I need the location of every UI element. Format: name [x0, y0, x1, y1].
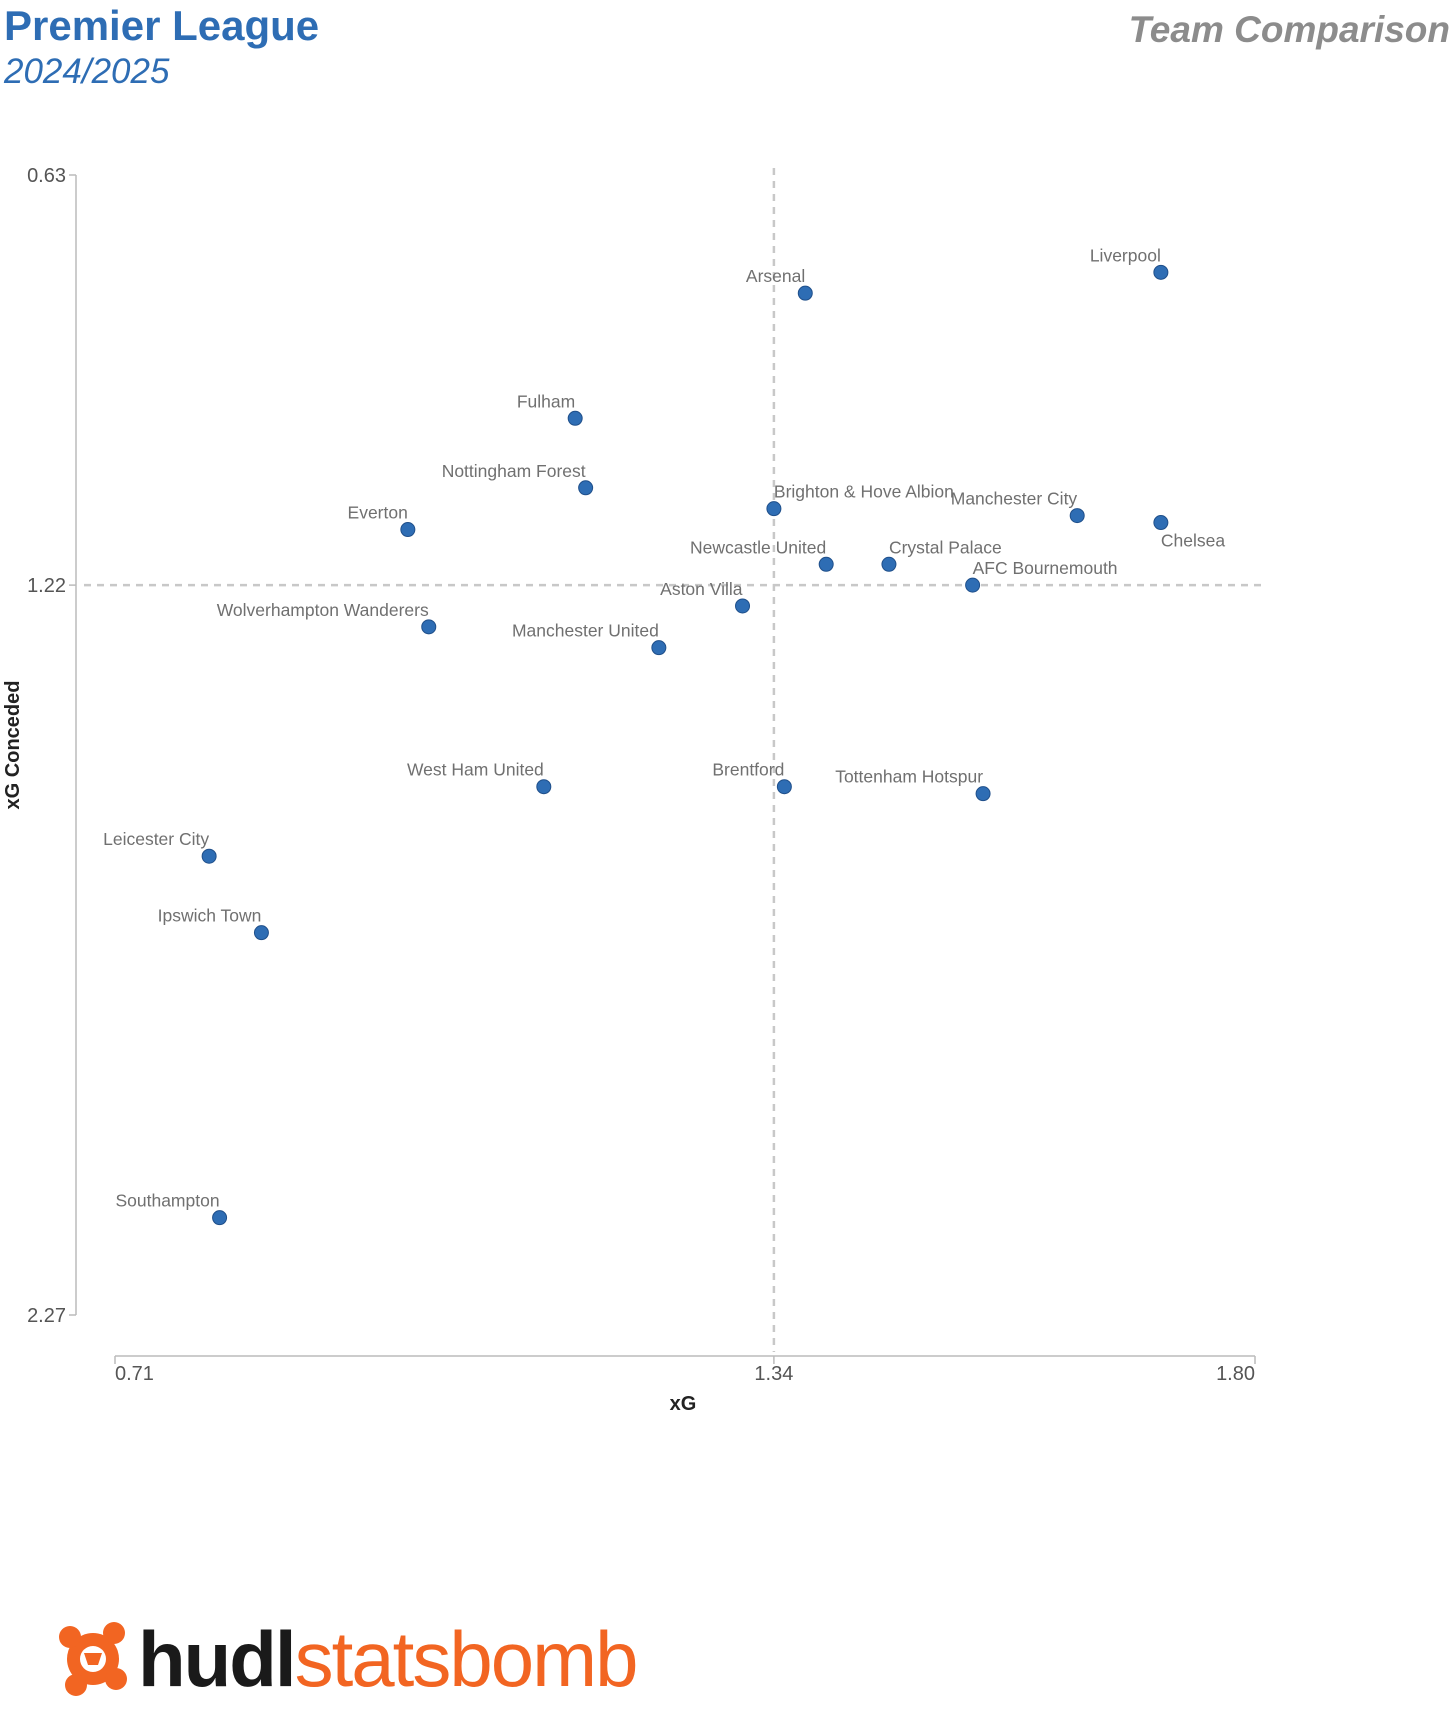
- team-label: Leicester City: [103, 829, 209, 849]
- team-label: Crystal Palace: [889, 537, 1002, 557]
- team-label: Manchester City: [951, 489, 1078, 509]
- team-label: Wolverhampton Wanderers: [217, 600, 429, 620]
- team-point: [965, 577, 981, 593]
- team-point: [975, 786, 991, 802]
- statsbomb-logo-icon: [59, 1622, 127, 1696]
- x-tick-label: 1.80: [1216, 1363, 1255, 1385]
- team-point: [567, 410, 583, 426]
- logo-text-hudl: hudl: [138, 1615, 297, 1703]
- team-point: [536, 779, 552, 795]
- team-point: [253, 925, 269, 941]
- team-point: [400, 522, 416, 538]
- team-label: Southampton: [115, 1191, 219, 1211]
- team-label: Chelsea: [1161, 531, 1225, 551]
- team-point: [1069, 508, 1085, 524]
- axes: 0.63 1.22 2.27 0.71 1.34 1.80 xG xG Conceded: [2, 165, 1256, 1415]
- team-point: [1153, 515, 1169, 531]
- y-axis-title: xG Conceded: [2, 681, 24, 810]
- hudl-statsbomb-logo: hudlstatsbomb: [54, 1614, 639, 1704]
- team-label: Liverpool: [1090, 245, 1161, 265]
- chart-title: Premier League: [4, 2, 320, 49]
- team-point: [578, 480, 594, 496]
- team-point: [881, 556, 897, 572]
- y-tick-label: 2.27: [27, 1305, 66, 1327]
- y-tick-label: 1.22: [27, 575, 66, 597]
- team-label: West Ham United: [407, 760, 544, 780]
- y-tick-label: 0.63: [27, 165, 66, 187]
- team-point: [735, 598, 751, 614]
- team-point: [818, 556, 834, 572]
- team-label: Manchester United: [512, 621, 659, 641]
- team-label: Brighton & Hove Albion: [774, 482, 954, 502]
- team-label: Arsenal: [746, 266, 805, 286]
- team-label: Fulham: [517, 391, 575, 411]
- team-label: Nottingham Forest: [442, 461, 586, 481]
- team-label: Ipswich Town: [158, 906, 262, 926]
- comparison-title: Team Comparison: [1128, 9, 1450, 50]
- team-point: [776, 779, 792, 795]
- team-label: Everton: [348, 503, 408, 523]
- team-point: [651, 640, 667, 656]
- team-point: [766, 501, 782, 517]
- team-label: Aston Villa: [660, 579, 743, 599]
- chart-subtitle: 2024/2025: [4, 52, 170, 91]
- team-label: AFC Bournemouth: [973, 558, 1118, 578]
- team-label: Newcastle United: [690, 537, 826, 557]
- point-labels: Liverpool Arsenal Fulham Nottingham Forest E…: [103, 245, 1225, 1210]
- logo-text-statsbomb: statsbomb: [294, 1615, 639, 1703]
- team-point: [797, 285, 813, 301]
- team-point: [212, 1210, 228, 1226]
- team-label: Tottenham Hotspur: [835, 767, 983, 787]
- team-point: [421, 619, 437, 635]
- reference-lines: [84, 168, 1265, 1352]
- team-point: [1153, 264, 1169, 280]
- x-tick-label: 0.71: [115, 1363, 154, 1385]
- data-points: [201, 264, 1169, 1226]
- x-axis-title: xG: [670, 1393, 697, 1415]
- team-point: [201, 848, 217, 864]
- x-tick-label: 1.34: [754, 1363, 793, 1385]
- scatter-chart: 0.63 1.22 2.27 0.71 1.34 1.80 xG xG Conceded Li…: [2, 165, 1265, 1415]
- team-label: Brentford: [712, 760, 784, 780]
